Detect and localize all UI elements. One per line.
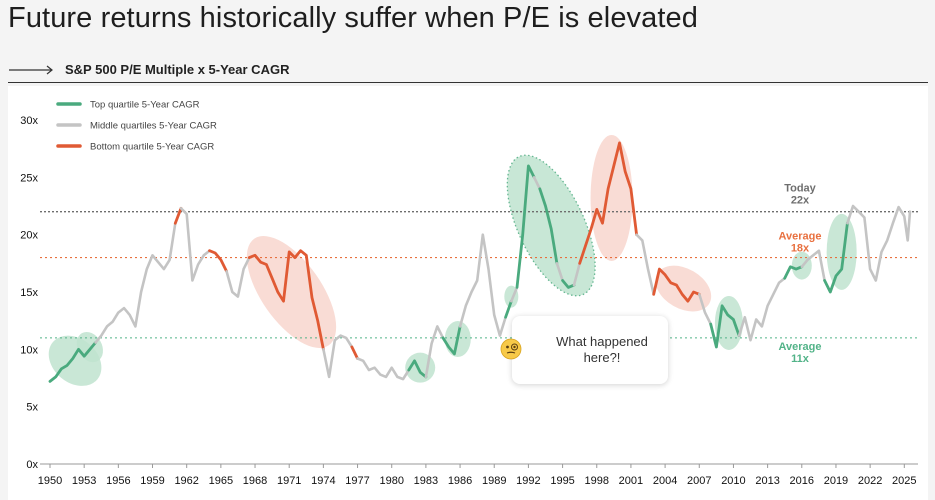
series-segment-top	[561, 279, 576, 289]
x-tick-label: 1989	[482, 475, 506, 487]
series-segment-top	[823, 221, 849, 294]
x-tick-label: 1953	[72, 475, 96, 487]
page-title: Future returns historically suffer when …	[8, 2, 699, 34]
x-tick-label: 1965	[209, 475, 233, 487]
pe-series	[48, 141, 912, 383]
pe-line-chart: 0x 5x 10x 15x 20x 25x 30x 1950 1953 1956 1959 1962 1…	[20, 100, 918, 487]
highlight-ellipse-bottom	[246, 236, 337, 348]
y-tick-label: 25x	[20, 172, 38, 184]
x-tick-label: 1974	[311, 475, 335, 487]
legend: Top quartile 5-Year CAGR Middle quartiles…	[56, 100, 217, 153]
face-with-monocle-icon	[500, 338, 522, 360]
series-segment-top	[441, 324, 462, 356]
x-tick-label: 1950	[38, 475, 62, 487]
x-tick-label: 1980	[379, 475, 403, 487]
legend-label-bottom: Bottom quartile 5-Year CAGR	[90, 142, 214, 153]
x-tick-label: 2013	[755, 475, 779, 487]
chart-subtitle: S&P 500 P/E Multiple x 5-Year CAGR	[65, 62, 290, 77]
series-segment-middle	[635, 233, 656, 296]
series-segment-top	[407, 359, 428, 379]
x-tick-label: 2004	[653, 475, 677, 487]
series-segment-middle	[424, 325, 445, 379]
series-segment-bottom	[350, 345, 359, 360]
ref-label-avg11-line2: 11x	[791, 353, 810, 365]
series-segment-middle	[179, 207, 211, 282]
series-segment-top	[709, 304, 741, 349]
x-tick-label: 1995	[550, 475, 574, 487]
series-segment-middle	[458, 233, 507, 337]
x-tick-label: 2007	[687, 475, 711, 487]
series-segment-top	[538, 187, 559, 265]
series-segment-top	[48, 341, 97, 383]
x-tick-label: 1983	[414, 475, 438, 487]
series-segment-middle	[800, 249, 826, 282]
series-segment-middle	[572, 261, 582, 287]
series-segment-middle	[225, 256, 251, 298]
x-tick-label: 1959	[140, 475, 164, 487]
highlight-ellipse-bottom	[590, 134, 633, 261]
chart-subtitle-row: S&P 500 P/E Multiple x 5-Year CAGR	[8, 60, 928, 83]
y-tick-label: 0x	[26, 459, 38, 471]
series-segment-bottom	[173, 206, 183, 225]
axes: 0x 5x 10x 15x 20x 25x 30x 1950 1953 1956 1959 1962 1…	[20, 115, 918, 487]
x-tick-label: 1971	[277, 475, 301, 487]
ref-label-today-line2: 22x	[791, 195, 810, 207]
y-tick-label: 20x	[20, 230, 38, 242]
series-segment-middle	[322, 334, 354, 379]
ref-label-avg11-line1: Average	[778, 341, 821, 353]
series-segment-bottom	[208, 249, 229, 273]
right-arrow-icon	[9, 65, 53, 75]
series-segment-middle	[846, 204, 912, 282]
ref-label-today-line1: Today	[784, 183, 816, 195]
x-tick-label: 1977	[345, 475, 369, 487]
x-tick-label: 1962	[174, 475, 198, 487]
ref-label-avg18-line1: Average	[778, 231, 821, 243]
series-segment-top	[783, 265, 804, 280]
highlight-ellipses	[48, 134, 857, 386]
x-tick-label: 1998	[585, 475, 609, 487]
legend-label-middle: Middle quartiles 5-Year CAGR	[90, 121, 217, 132]
series-segment-top	[515, 164, 536, 289]
ref-label-avg18-line2: 18x	[791, 243, 810, 255]
x-tick-label: 1956	[106, 475, 130, 487]
series-segment-middle	[737, 276, 787, 342]
y-tick-label: 30x	[20, 115, 38, 127]
series-segment-middle	[356, 357, 411, 381]
x-tick-label: 1986	[448, 475, 472, 487]
series-segment-top	[504, 299, 513, 319]
series-segment-middle	[532, 176, 542, 191]
x-tick-label: 1968	[243, 475, 267, 487]
series-segment-bottom	[578, 141, 638, 265]
x-tick-label: 2001	[619, 475, 643, 487]
y-tick-label: 15x	[20, 287, 38, 299]
series-segment-middle	[509, 286, 519, 303]
x-tick-label: 2016	[790, 475, 814, 487]
legend-label-top: Top quartile 5-Year CAGR	[90, 100, 200, 111]
highlight-ellipse-bottom	[655, 265, 712, 312]
series-segment-bottom	[652, 267, 701, 303]
callout-text: What happened here?!	[556, 334, 648, 365]
series-segment-middle	[697, 292, 713, 326]
highlight-ellipse-top	[826, 213, 857, 290]
series-segment-bottom	[247, 249, 325, 351]
x-tick-label: 2010	[721, 475, 745, 487]
chart-panel: 0x 5x 10x 15x 20x 25x 30x 1950 1953 1956 1959 1962 1…	[8, 86, 928, 500]
x-tick-label: 1992	[516, 475, 540, 487]
y-tick-label: 5x	[26, 402, 38, 414]
series-segment-middle	[94, 221, 177, 344]
series-segment-middle	[555, 261, 564, 282]
callout-box: What happened here?!	[512, 316, 668, 384]
x-tick-label: 2019	[824, 475, 848, 487]
x-tick-label: 2025	[892, 475, 916, 487]
y-tick-label: 10x	[20, 344, 38, 356]
x-tick-label: 2022	[858, 475, 882, 487]
